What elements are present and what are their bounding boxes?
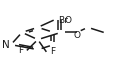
Text: O: O xyxy=(73,32,80,40)
Text: Br: Br xyxy=(59,16,68,25)
Text: F: F xyxy=(18,46,23,55)
Text: N: N xyxy=(2,40,10,50)
Text: O: O xyxy=(65,16,72,25)
Text: F: F xyxy=(50,47,55,56)
